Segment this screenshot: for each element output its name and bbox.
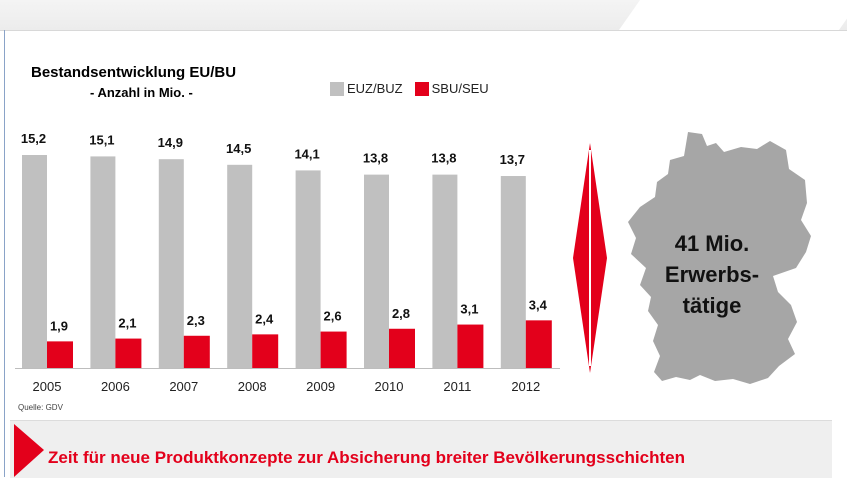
left-border	[4, 30, 5, 477]
x-tick-label-2006: 2006	[101, 379, 130, 394]
data-label-euz-2011: 13,8	[431, 151, 456, 166]
bar-sbu-2009	[320, 331, 347, 368]
chart-legend: EUZ/BUZ SBU/SEU	[330, 81, 501, 96]
bar-euz-2006	[90, 156, 116, 368]
bar-sbu-2012	[525, 320, 552, 368]
header-band	[0, 0, 847, 31]
x-tick-label-2005: 2005	[33, 379, 62, 394]
map-label-line2: Erwerbs-	[664, 262, 760, 287]
conclusion-text: Zeit für neue Produktkonzepte zur Absich…	[48, 448, 685, 467]
legend-item-sbu: SBU/SEU	[414, 81, 489, 96]
data-label-euz-2012: 13,7	[500, 152, 525, 167]
bar-euz-2012	[500, 176, 526, 368]
bar-sbu-2010	[389, 328, 415, 368]
bar-sbu-2006	[115, 338, 142, 368]
bar-euz-2005	[22, 155, 47, 368]
map-label: 41 Mio. Erwerbs- tätige	[642, 228, 782, 321]
data-label-sbu-2008: 2,4	[255, 311, 274, 326]
map-label-line1: 41 Mio.	[674, 231, 750, 256]
data-label-sbu-2009: 2,6	[324, 309, 342, 324]
x-tick-label-2010: 2010	[375, 379, 404, 394]
x-tick-label-2012: 2012	[511, 379, 540, 394]
bar-euz-2010	[364, 174, 389, 368]
legend-item-euz: EUZ/BUZ	[330, 81, 403, 96]
bar-sbu-2008	[252, 334, 279, 368]
x-tick-label-2008: 2008	[238, 379, 267, 394]
data-label-euz-2007: 14,9	[158, 135, 183, 150]
chart-title: Bestandsentwicklung EU/BU	[31, 64, 237, 81]
bar-euz-2007	[158, 159, 184, 368]
bar-sbu-2005	[47, 341, 73, 368]
x-tick-label-2011: 2011	[443, 379, 471, 394]
bar-euz-2011	[432, 174, 458, 368]
data-label-sbu-2007: 2,3	[187, 313, 205, 328]
legend-label-euz: EUZ/BUZ	[347, 81, 403, 96]
data-label-sbu-2010: 2,8	[392, 306, 410, 321]
data-label-sbu-2006: 2,1	[118, 316, 136, 331]
x-tick-label-2009: 2009	[306, 379, 335, 394]
bar-sbu-2011	[457, 324, 484, 368]
conclusion-banner	[10, 420, 832, 478]
bar-euz-2008	[227, 164, 253, 368]
legend-swatch-euz	[330, 81, 344, 96]
data-label-euz-2006: 15,1	[89, 132, 114, 147]
data-label-sbu-2012: 3,4	[529, 297, 548, 312]
data-label-euz-2005: 15,2	[21, 131, 46, 146]
germany-map-icon	[628, 132, 811, 384]
bar-sbu-2007	[183, 335, 210, 368]
x-tick-label-2007: 2007	[169, 379, 198, 394]
legend-label-sbu: SBU/SEU	[431, 81, 489, 96]
triangle-arrow-icon	[14, 424, 44, 477]
bar-euz-2009	[295, 170, 321, 368]
chart-subtitle: - Anzahl in Mio. -	[90, 85, 193, 100]
data-label-euz-2009: 14,1	[294, 146, 319, 161]
map-label-line3: tätige	[682, 293, 742, 318]
source-note: Quelle: GDV	[18, 403, 63, 412]
data-label-sbu-2011: 3,1	[460, 302, 478, 317]
data-label-sbu-2005: 1,9	[50, 318, 68, 333]
data-label-euz-2010: 13,8	[363, 151, 388, 166]
legend-swatch-sbu	[414, 81, 429, 96]
data-label-euz-2008: 14,5	[226, 141, 251, 156]
